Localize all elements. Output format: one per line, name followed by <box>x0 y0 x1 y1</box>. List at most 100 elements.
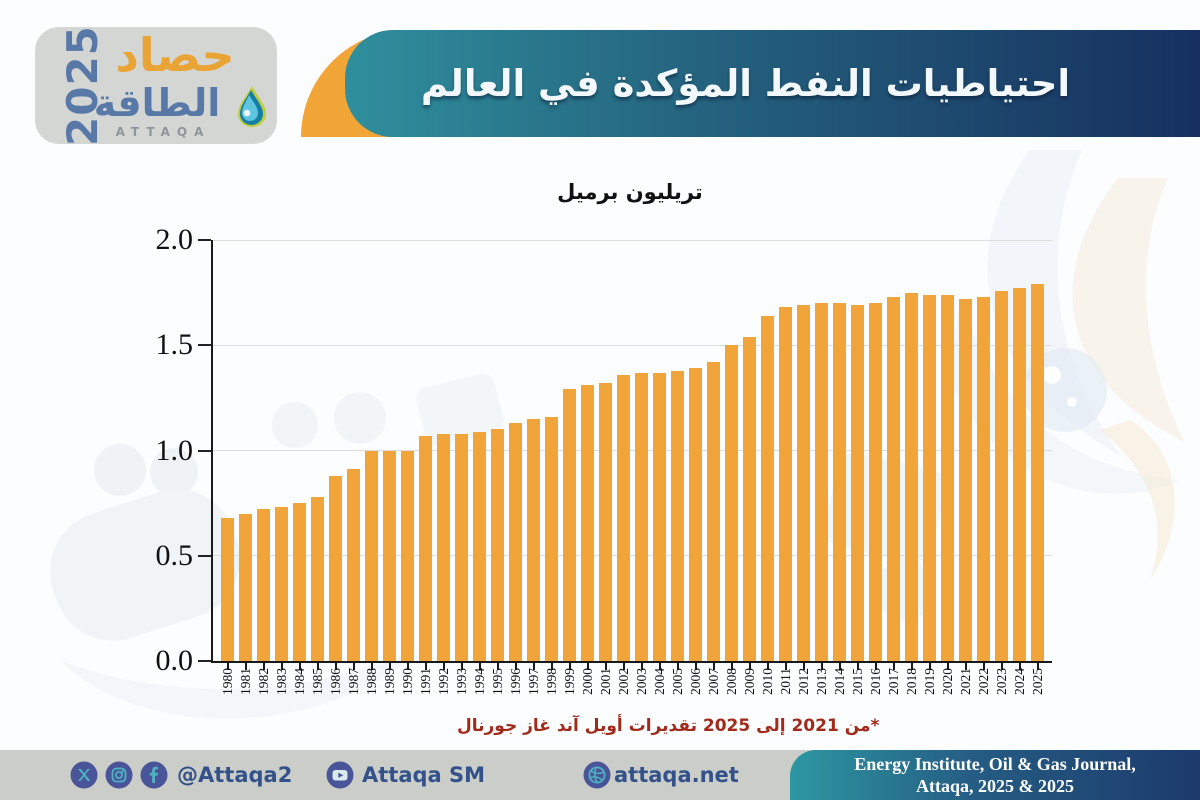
y-axis-tick <box>198 554 211 557</box>
facebook-icon <box>140 761 168 789</box>
source-line2: Attaqa, 2025 & 2025 <box>916 776 1074 796</box>
bar-2010 <box>761 315 774 661</box>
bar-1983 <box>275 507 288 661</box>
bar-2017 <box>887 296 900 661</box>
x-tick-label: 2000 <box>579 668 595 695</box>
x-tick-label: 2017 <box>885 668 901 695</box>
source-box: Energy Institute, Oil & Gas Journal, Att… <box>790 750 1200 800</box>
x-tick-label: 2007 <box>705 668 721 695</box>
x-axis-tick <box>730 663 733 670</box>
bar-1998 <box>545 416 558 661</box>
x-tick-label: 2018 <box>903 668 919 695</box>
x-axis-tick <box>460 663 463 670</box>
x-tick-label: 2006 <box>687 668 703 695</box>
x-tick-label: 1994 <box>471 668 487 695</box>
x-tick-label: 2025 <box>1029 668 1045 695</box>
x-tick-label: 2008 <box>723 668 739 695</box>
source-line1: Energy Institute, Oil & Gas Journal, <box>854 754 1136 774</box>
bar-2003 <box>635 372 648 661</box>
x-axis-tick <box>928 663 931 670</box>
bar-2004 <box>653 372 666 661</box>
y-tick-label: 0.0 <box>155 644 194 677</box>
x-axis-tick <box>640 663 643 670</box>
x-tick-label: 2021 <box>957 668 973 695</box>
x-axis-tick <box>982 663 985 670</box>
bar-1986 <box>329 475 342 661</box>
bar-2007 <box>707 362 720 661</box>
water-drop-icon <box>238 86 266 127</box>
x-axis-tick <box>532 663 535 670</box>
x-tick-label: 1986 <box>327 668 343 695</box>
x-axis-tick <box>856 663 859 670</box>
youtube-channel[interactable]: Attaqa SM <box>362 763 486 787</box>
x-axis-tick <box>766 663 769 670</box>
x-tick-label: 1997 <box>525 668 541 695</box>
bar-1999 <box>563 389 576 661</box>
bar-2020 <box>941 294 954 661</box>
x-axis-tick <box>1018 663 1021 670</box>
social-handle[interactable]: @Attaqa2 <box>177 763 293 787</box>
y-axis-tick <box>198 449 211 452</box>
logo-latin-name: ATTAQA <box>115 125 211 139</box>
bar-1995 <box>491 429 504 661</box>
x-tick-label: 1988 <box>363 668 379 695</box>
bar-1990 <box>401 450 414 661</box>
bar-2023 <box>995 290 1008 661</box>
bar-2014 <box>833 303 846 661</box>
x-axis-tick <box>622 663 625 670</box>
website-url[interactable]: attaqa.net <box>614 763 739 787</box>
y-axis-tick <box>198 239 211 241</box>
x-tick-label: 2016 <box>867 668 883 695</box>
bar-2016 <box>869 303 882 661</box>
bar-2024 <box>1013 288 1026 661</box>
gridline <box>213 344 1052 346</box>
y-tick-label: 1.5 <box>155 328 194 362</box>
bar-1980 <box>221 517 234 661</box>
x-tick-label: 2002 <box>615 668 631 695</box>
gridline <box>213 239 1052 241</box>
x-tick-label: 1990 <box>399 668 415 695</box>
x-axis-tick <box>478 663 481 670</box>
x-axis-tick <box>568 663 571 670</box>
x-axis-tick <box>784 663 787 670</box>
x-axis-tick <box>514 663 517 670</box>
x-tick-label: 2013 <box>813 668 829 695</box>
x-axis-tick <box>892 663 895 670</box>
x-tick-label: 1980 <box>219 668 235 695</box>
bar-1985 <box>311 496 324 661</box>
x-tick-label: 1995 <box>489 668 505 695</box>
x-tick-label: 2014 <box>831 668 847 695</box>
x-tick-label: 2012 <box>795 668 811 695</box>
x-axis-tick <box>604 663 607 670</box>
x-axis-tick <box>964 663 967 670</box>
bar-2005 <box>671 370 684 661</box>
x-axis-tick <box>802 663 805 670</box>
x-axis-tick <box>1036 663 1039 670</box>
bar-2025 <box>1031 284 1044 661</box>
x-tick-label: 1981 <box>237 668 253 695</box>
x-axis-tick <box>694 663 697 670</box>
x-tick-label: 2019 <box>921 668 937 695</box>
chart-unit-label: تريليون برميل <box>557 180 703 204</box>
x-axis-tick <box>712 663 715 670</box>
x-axis-tick <box>550 663 553 670</box>
y-tick-label: 1.0 <box>155 433 194 467</box>
bar-1991 <box>419 435 432 661</box>
x-axis-tick <box>442 663 445 670</box>
bar-2009 <box>743 336 756 661</box>
bar-2011 <box>779 307 792 661</box>
x-tick-label: 2022 <box>975 668 991 695</box>
x-tick-label: 2015 <box>849 668 865 695</box>
bar-2002 <box>617 374 630 661</box>
x-tick-label: 2023 <box>993 668 1009 695</box>
x-tick-label: 1982 <box>255 668 271 695</box>
x-tick-label: 1999 <box>561 668 577 695</box>
x-tick-label: 1992 <box>435 668 451 695</box>
logo-title-line2: الطاقة <box>93 81 221 125</box>
bar-2018 <box>905 292 918 661</box>
footer-bar: @Attaqa2 Attaqa SM attaqa.net Energy Ins… <box>0 750 1200 800</box>
x-axis-tick <box>658 663 661 670</box>
x-icon <box>70 761 98 789</box>
y-tick-label: 0.5 <box>155 538 194 572</box>
bar-2015 <box>851 305 864 661</box>
